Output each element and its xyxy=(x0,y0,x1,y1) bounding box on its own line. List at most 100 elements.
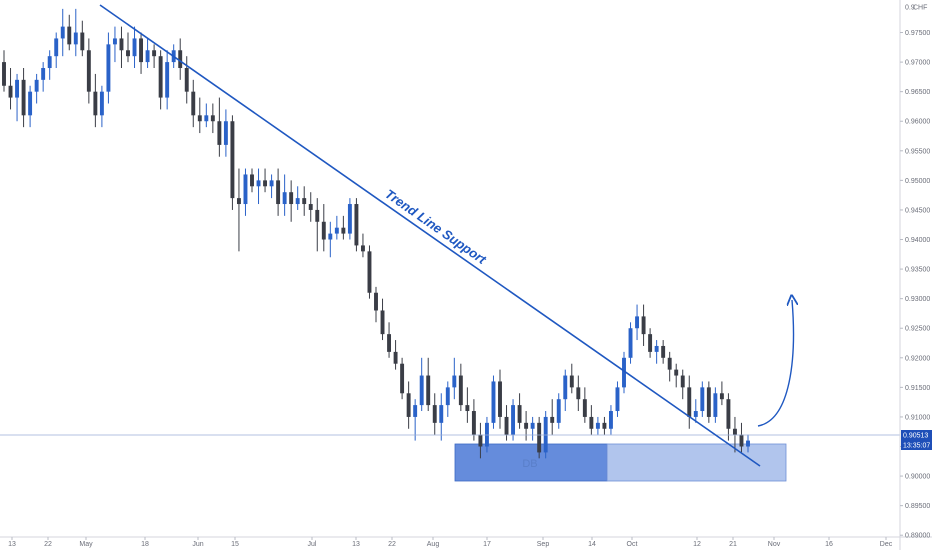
candle xyxy=(341,215,346,240)
candle-body xyxy=(419,375,424,406)
candle xyxy=(498,369,502,429)
candle xyxy=(321,204,326,252)
candle-body xyxy=(360,245,365,252)
candle xyxy=(223,109,228,157)
candle-body xyxy=(282,192,287,205)
candle xyxy=(648,328,653,358)
candle-body xyxy=(217,121,222,145)
time-tick-label: 18 xyxy=(141,541,149,548)
candle-body xyxy=(478,434,483,447)
candle xyxy=(67,14,72,51)
candle-body xyxy=(47,56,52,69)
candle-body xyxy=(302,198,307,205)
candle xyxy=(145,38,150,69)
candle xyxy=(719,381,724,406)
candle xyxy=(256,168,261,205)
candle xyxy=(328,221,333,258)
candle-body xyxy=(615,387,620,412)
candle-body xyxy=(622,357,626,388)
candle xyxy=(387,322,392,358)
candle xyxy=(576,375,581,412)
time-tick-label: Jun xyxy=(192,541,203,548)
candle xyxy=(139,32,144,74)
candle xyxy=(165,50,170,110)
currency-label: CHF xyxy=(913,5,927,12)
time-tick-label: 12 xyxy=(693,541,701,548)
candle-body xyxy=(347,204,352,234)
candle xyxy=(152,44,157,69)
candle xyxy=(243,168,248,216)
price-tick-label: 0.96000 xyxy=(905,119,930,126)
candle xyxy=(302,186,307,216)
time-tick-label: Dec xyxy=(880,541,893,548)
candle-body xyxy=(367,251,372,293)
candle xyxy=(595,416,600,435)
candle-body xyxy=(413,405,418,417)
candle xyxy=(491,375,496,429)
demand-zone-right xyxy=(606,443,787,482)
candle-body xyxy=(726,399,731,429)
candle-body xyxy=(86,50,91,92)
trend-line xyxy=(99,4,761,467)
candle-body xyxy=(80,32,85,51)
candle xyxy=(452,357,457,400)
candle-body xyxy=(289,192,294,205)
candle-body xyxy=(674,369,679,376)
candle-body xyxy=(517,405,522,423)
candle-body xyxy=(524,422,529,429)
candle-body xyxy=(569,375,574,388)
candle xyxy=(178,38,183,80)
candle-body xyxy=(321,221,326,240)
candle-body xyxy=(315,209,320,222)
candle xyxy=(471,399,476,441)
candle-body xyxy=(276,180,281,205)
candle-body xyxy=(126,50,130,57)
candle xyxy=(739,422,744,453)
candle-body xyxy=(471,411,476,435)
candle xyxy=(60,8,65,57)
candle xyxy=(236,168,241,252)
trendline-label: Trend Line Support xyxy=(382,186,489,267)
candle xyxy=(393,340,398,370)
candle-body xyxy=(60,26,65,39)
candle-body xyxy=(732,428,737,435)
time-tick-label: 17 xyxy=(483,541,491,548)
candle-body xyxy=(406,393,411,417)
projection-arrow xyxy=(757,300,793,427)
time-tick-label: 21 xyxy=(729,541,737,548)
candle xyxy=(478,422,483,459)
candle xyxy=(713,387,718,423)
candle xyxy=(191,79,196,128)
candle-body xyxy=(73,32,78,45)
time-tick-label: May xyxy=(79,541,93,548)
candle-body xyxy=(667,357,672,370)
candle xyxy=(674,363,679,388)
demand-zone: DB xyxy=(454,443,787,482)
candle-body xyxy=(334,227,339,234)
candle xyxy=(517,393,522,429)
candle xyxy=(706,381,711,423)
candle xyxy=(654,340,659,364)
candle-body xyxy=(511,405,516,435)
time-tick-label: 15 xyxy=(231,541,239,548)
candle xyxy=(374,286,378,323)
candle-body xyxy=(628,328,633,358)
price-tick-label: 0.94500 xyxy=(905,207,930,214)
candle-body xyxy=(184,68,189,92)
candle xyxy=(432,393,437,435)
candle-body xyxy=(210,115,215,122)
candle-body xyxy=(236,198,241,205)
candles-group xyxy=(2,8,750,459)
candle-body xyxy=(34,79,39,92)
price-tick-label-top: 0.9 xyxy=(905,5,915,12)
candle-body xyxy=(8,85,13,98)
candle xyxy=(746,434,750,453)
candle-body xyxy=(263,180,268,187)
candle xyxy=(530,416,535,441)
candle xyxy=(550,399,555,435)
candle-body xyxy=(2,62,6,86)
candle-body xyxy=(106,44,111,92)
candle xyxy=(556,393,561,429)
drawing-overlays: Trend Line Support xyxy=(0,4,900,467)
